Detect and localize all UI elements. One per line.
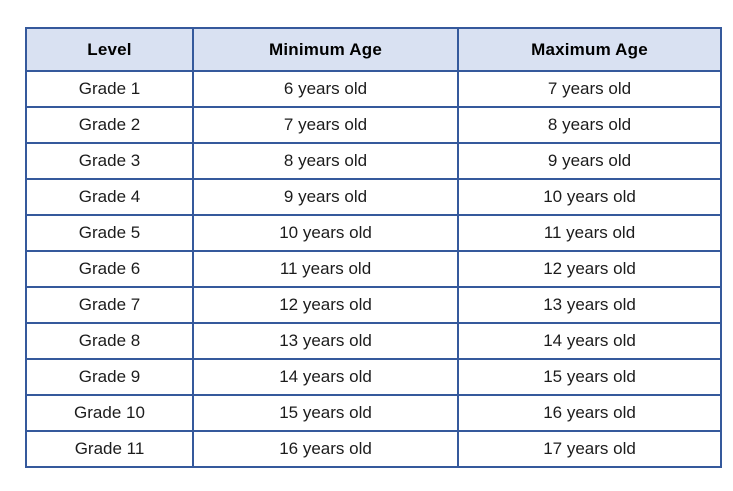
cell-level: Grade 1 — [25, 70, 194, 108]
table-row: Grade 7 12 years old 13 years old — [25, 286, 722, 324]
cell-level: Grade 8 — [25, 322, 194, 360]
cell-min-age: 12 years old — [192, 286, 459, 324]
cell-min-age: 6 years old — [192, 70, 459, 108]
cell-level: Grade 3 — [25, 142, 194, 180]
column-header-max-age: Maximum Age — [457, 27, 722, 72]
cell-min-age: 9 years old — [192, 178, 459, 216]
table-row: Grade 2 7 years old 8 years old — [25, 106, 722, 144]
cell-max-age: 8 years old — [457, 106, 722, 144]
cell-level: Grade 5 — [25, 214, 194, 252]
cell-min-age: 7 years old — [192, 106, 459, 144]
table-row: Grade 5 10 years old 11 years old — [25, 214, 722, 252]
cell-max-age: 12 years old — [457, 250, 722, 288]
cell-level: Grade 6 — [25, 250, 194, 288]
cell-min-age: 14 years old — [192, 358, 459, 396]
cell-min-age: 16 years old — [192, 430, 459, 468]
cell-max-age: 7 years old — [457, 70, 722, 108]
cell-max-age: 10 years old — [457, 178, 722, 216]
cell-max-age: 15 years old — [457, 358, 722, 396]
cell-min-age: 10 years old — [192, 214, 459, 252]
cell-max-age: 14 years old — [457, 322, 722, 360]
cell-level: Grade 7 — [25, 286, 194, 324]
column-header-level: Level — [25, 27, 194, 72]
cell-min-age: 11 years old — [192, 250, 459, 288]
cell-min-age: 15 years old — [192, 394, 459, 432]
cell-level: Grade 9 — [25, 358, 194, 396]
column-header-min-age: Minimum Age — [192, 27, 459, 72]
table-row: Grade 11 16 years old 17 years old — [25, 430, 722, 468]
age-table: Level Minimum Age Maximum Age Grade 1 6 … — [25, 27, 722, 468]
cell-level: Grade 11 — [25, 430, 194, 468]
table-row: Grade 10 15 years old 16 years old — [25, 394, 722, 432]
table-row: Grade 1 6 years old 7 years old — [25, 70, 722, 108]
cell-max-age: 13 years old — [457, 286, 722, 324]
table-row: Grade 4 9 years old 10 years old — [25, 178, 722, 216]
cell-max-age: 17 years old — [457, 430, 722, 468]
cell-min-age: 8 years old — [192, 142, 459, 180]
cell-level: Grade 10 — [25, 394, 194, 432]
cell-min-age: 13 years old — [192, 322, 459, 360]
cell-max-age: 16 years old — [457, 394, 722, 432]
table-row: Grade 6 11 years old 12 years old — [25, 250, 722, 288]
cell-max-age: 9 years old — [457, 142, 722, 180]
table-row: Grade 9 14 years old 15 years old — [25, 358, 722, 396]
cell-level: Grade 2 — [25, 106, 194, 144]
cell-max-age: 11 years old — [457, 214, 722, 252]
cell-level: Grade 4 — [25, 178, 194, 216]
header-row: Level Minimum Age Maximum Age — [25, 27, 722, 72]
table-row: Grade 3 8 years old 9 years old — [25, 142, 722, 180]
table-row: Grade 8 13 years old 14 years old — [25, 322, 722, 360]
